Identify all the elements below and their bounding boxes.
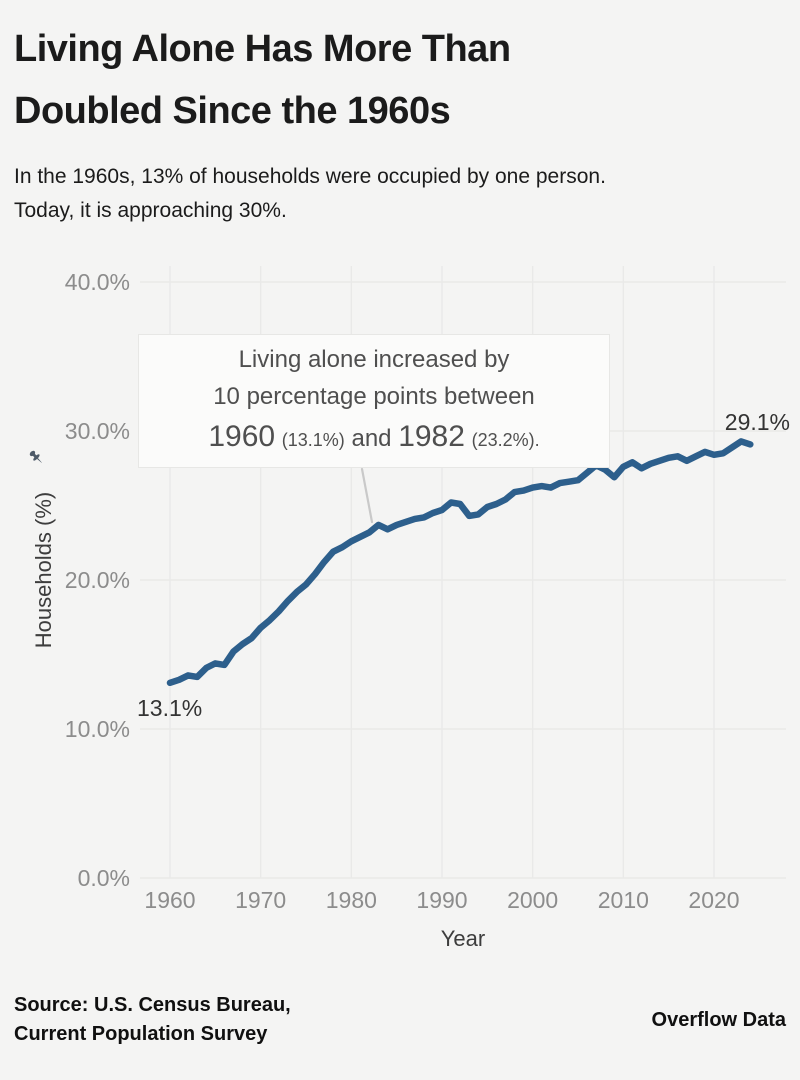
page-subtitle: In the 1960s, 13% of households were occ… — [14, 160, 784, 228]
annotation-line-3: 1960 (13.1%) and 1982 (23.2%). — [208, 416, 539, 461]
x-tick-label: 1980 — [325, 887, 377, 913]
title-line-1: Living Alone Has More Than — [14, 28, 511, 70]
x-axis-title: Year — [440, 926, 486, 951]
x-tick-label: 2020 — [688, 887, 740, 913]
annotation-callout[interactable]: Living alone increased by 10 percentage … — [138, 334, 610, 468]
annotation-conjunction: and — [351, 424, 392, 452]
x-tick-label: 1960 — [144, 887, 196, 913]
subtitle-line-1: In the 1960s, 13% of households were occ… — [14, 165, 606, 188]
x-tick-label: 2010 — [597, 887, 649, 913]
source-line-2: Current Population Survey — [14, 1023, 268, 1045]
annotation-line-1: Living alone increased by — [238, 345, 510, 373]
y-axis-title: Households (%) — [31, 491, 56, 649]
annotation-value-end: (23.2%). — [471, 429, 540, 450]
title-line-2: Doubled Since the 1960s — [14, 90, 451, 132]
annotation-value-start: (13.1%) — [281, 429, 345, 450]
pinned-axis-icon[interactable] — [26, 449, 46, 469]
x-tick-label: 1990 — [416, 887, 468, 913]
annotation-year-start: 1960 — [208, 419, 276, 453]
x-tick-label: 2000 — [507, 887, 559, 913]
annotation-leader-line — [360, 467, 374, 524]
subtitle-line-2: Today, it is approaching 30%. — [14, 199, 287, 222]
source-attribution: Source: U.S. Census Bureau, Current Popu… — [14, 991, 291, 1049]
y-tick-label: 20.0% — [64, 567, 130, 593]
y-tick-label: 0.0% — [77, 865, 130, 891]
annotation-line-2: 10 percentage points between — [213, 382, 535, 410]
trend-line[interactable] — [166, 438, 754, 687]
y-tick-label: 10.0% — [64, 716, 130, 742]
start-point-label: 13.1% — [137, 695, 203, 721]
source-line-1: Source: U.S. Census Bureau, — [14, 994, 291, 1016]
x-tick-label: 1970 — [235, 887, 287, 913]
y-tick-label: 30.0% — [64, 418, 130, 444]
end-point-label: 29.1% — [724, 409, 790, 435]
publisher-credit: Overflow Data — [651, 1009, 786, 1031]
y-tick-label: 40.0% — [64, 269, 130, 295]
annotation-year-end: 1982 — [398, 419, 465, 453]
page-title: Living Alone Has More Than Doubled Since… — [14, 18, 784, 142]
